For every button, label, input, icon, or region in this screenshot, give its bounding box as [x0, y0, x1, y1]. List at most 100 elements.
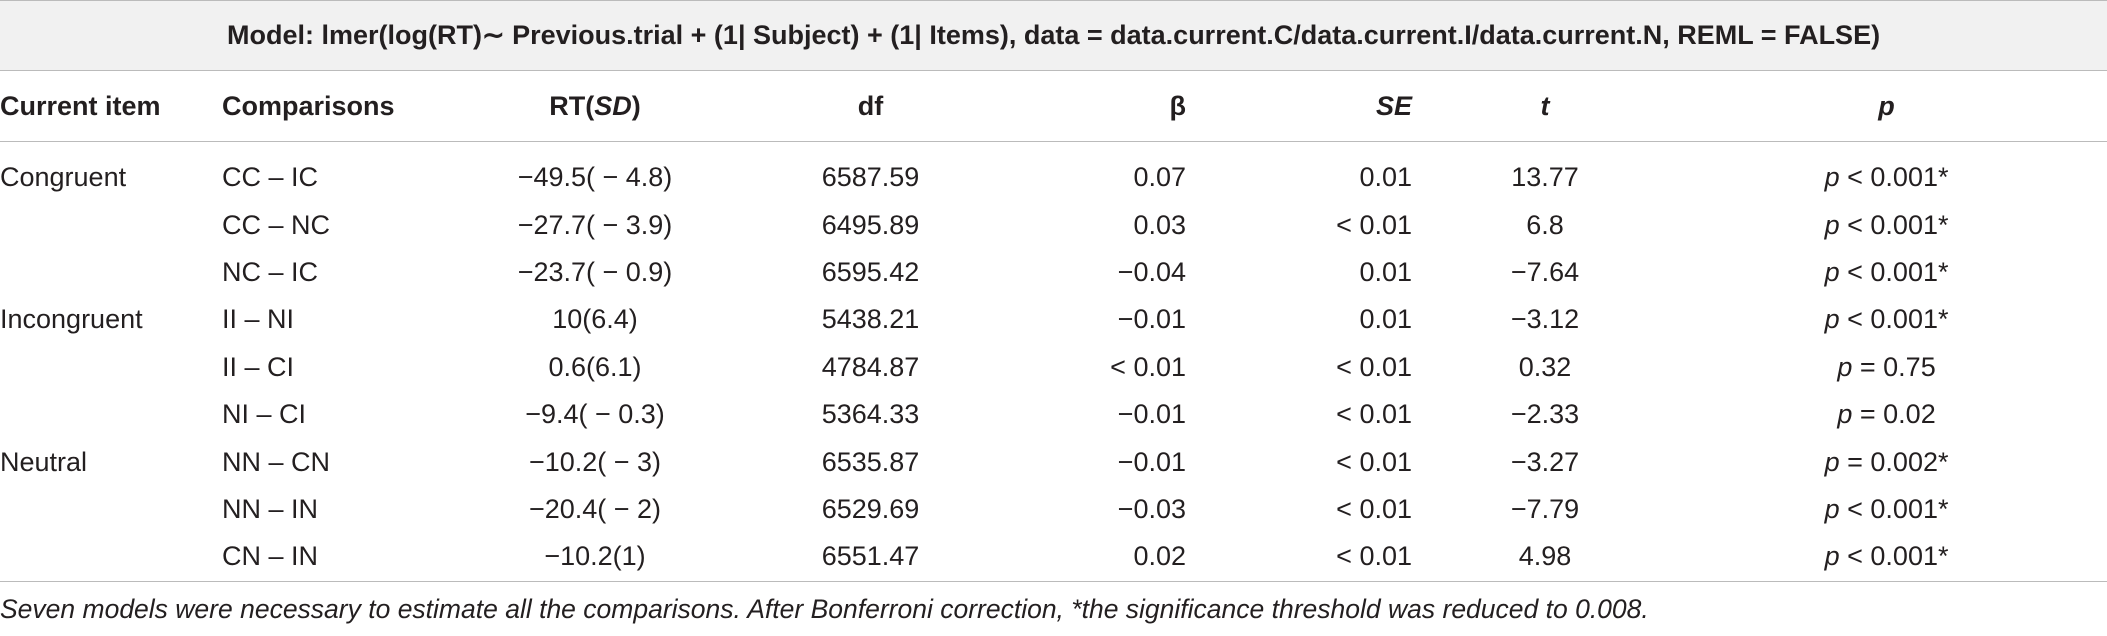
header-cell: RT(SD)	[484, 70, 706, 142]
p-value: < 0.001*	[1847, 304, 1949, 335]
table-cell: −7.79	[1510, 493, 1580, 524]
table-cell: 0.6(6.1)	[548, 351, 642, 382]
header-cell: Comparisons	[222, 70, 484, 142]
table-cell: 0.03	[1133, 209, 1186, 240]
table-cell: 0.01	[1359, 162, 1412, 193]
header-text: )	[631, 90, 641, 121]
table-row: II – CI 0.6(6.1) 4784.87 < 0.01 < 0.01 0.32 p …	[0, 344, 2107, 391]
table-cell: 6495.89	[821, 209, 920, 240]
table-cell: −0.01	[1117, 446, 1186, 477]
table-cell: −0.01	[1117, 399, 1186, 430]
table-cell: < 0.01	[1336, 493, 1412, 524]
table-cell: 6.8	[1526, 209, 1564, 240]
table-cell: −27.7( − 3.9)	[517, 209, 673, 240]
table-cell: p = 0.75	[1666, 344, 2107, 391]
table-cell: 6529.69	[821, 493, 920, 524]
p-symbol: p	[1824, 304, 1840, 335]
table-cell: 5438.21	[821, 304, 920, 335]
table-cell: −20.4( − 2)	[528, 493, 662, 524]
table-cell: NI – CI	[222, 399, 307, 430]
p-symbol: p	[1824, 541, 1840, 572]
results-table: Model: lmer(log(RT)∼ Previous.trial + (1…	[0, 0, 2107, 582]
table-cell: 0.01	[1359, 256, 1412, 287]
p-value: = 0.002*	[1847, 446, 1949, 477]
table-cell: 4.98	[1424, 533, 1666, 582]
table-cell: −3.27	[1510, 446, 1580, 477]
header-cell: p	[1666, 70, 2107, 142]
table-cell: 6595.42	[821, 256, 920, 287]
table-cell: CN – IN	[222, 533, 484, 582]
table-cell: −0.04	[1117, 256, 1186, 287]
table-cell: p < 0.001*	[1666, 249, 2107, 296]
p-symbol: p	[1824, 209, 1840, 240]
table-cell: < 0.01	[1110, 351, 1186, 382]
p-symbol: p	[1824, 446, 1840, 477]
table-row: Neutral NN – CN −10.2( − 3) 6535.87 −0.01 < 0…	[0, 438, 2107, 485]
header-cell: t	[1424, 70, 1666, 142]
p-symbol: p	[1824, 493, 1840, 524]
table-row: NC – IC −23.7( − 0.9) 6595.42 −0.04 0.01 −7.6…	[0, 249, 2107, 296]
table-cell: < 0.01	[1336, 446, 1412, 477]
table-cell: p < 0.001*	[1666, 201, 2107, 248]
table-cell	[0, 344, 222, 391]
table-title: Model: lmer(log(RT)∼ Previous.trial + (1…	[0, 0, 2107, 71]
header-cell: Current item	[0, 70, 222, 142]
table-cell: 6535.87	[821, 446, 920, 477]
table-row: CN – IN −10.2(1) 6551.47 0.02 < 0.01 4.98 p < …	[0, 533, 2107, 582]
table-cell: 10(6.4)	[552, 304, 638, 335]
table-cell: −49.5( − 4.8)	[517, 162, 673, 193]
p-value: < 0.001*	[1847, 493, 1949, 524]
title-row: Model: lmer(log(RT)∼ Previous.trial + (1…	[0, 0, 2107, 71]
table-cell	[0, 533, 222, 582]
table-cell: < 0.01	[1336, 209, 1412, 240]
table-cell	[0, 391, 222, 438]
table-cell: −10.2(1)	[484, 533, 706, 582]
p-symbol: p	[1824, 256, 1840, 287]
p-value: < 0.001*	[1847, 209, 1949, 240]
table-cell: −0.03	[1117, 493, 1186, 524]
table-row: CC – NC −27.7( − 3.9) 6495.89 0.03 < 0.01 6.8…	[0, 201, 2107, 248]
header-text: SD	[594, 90, 632, 121]
table-cell: < 0.01	[1336, 399, 1412, 430]
table-cell: 6551.47	[706, 533, 1035, 582]
table-cell: 4784.87	[821, 351, 920, 382]
table-cell: CC – IC	[222, 162, 319, 193]
header-text: RT(	[549, 90, 595, 121]
table-cell: −23.7( − 0.9)	[517, 256, 673, 287]
table-row: Congruent CC – IC −49.5( − 4.8) 6587.59 0.07…	[0, 142, 2107, 202]
table-cell: NN – IN	[222, 493, 319, 524]
table-cell: p < 0.001*	[1666, 486, 2107, 533]
header-cell: SE	[1196, 70, 1424, 142]
table-cell: 0.02	[1035, 533, 1196, 582]
p-symbol: p	[1837, 351, 1853, 382]
table-cell: < 0.01	[1336, 351, 1412, 382]
table-cell: NC – IC	[222, 256, 319, 287]
header-cell: β	[1035, 70, 1196, 142]
table-cell: p < 0.001*	[1666, 142, 2107, 202]
table-cell: p = 0.002*	[1666, 438, 2107, 485]
p-value: < 0.001*	[1847, 541, 1949, 572]
table-cell: CC – NC	[222, 209, 331, 240]
table-cell	[0, 249, 222, 296]
header-cell: df	[706, 70, 1035, 142]
table-cell: Neutral	[0, 446, 88, 477]
table-cell: −3.12	[1510, 304, 1580, 335]
table-cell: 5364.33	[821, 399, 920, 430]
table-cell: p < 0.001*	[1666, 296, 2107, 343]
table-cell: p < 0.001*	[1666, 533, 2107, 582]
p-value: < 0.001*	[1847, 256, 1949, 287]
table-cell: Incongruent	[0, 304, 143, 335]
table-cell	[0, 486, 222, 533]
table-cell: < 0.01	[1196, 533, 1424, 582]
table-cell: 0.01	[1359, 304, 1412, 335]
p-value: = 0.75	[1859, 351, 1936, 382]
header-row: Current item Comparisons RT(SD) df β SE …	[0, 70, 2107, 142]
table-cell: NN – CN	[222, 446, 331, 477]
table-cell: II – CI	[222, 351, 295, 382]
table-cell	[0, 201, 222, 248]
table-cell: −7.64	[1510, 256, 1580, 287]
table-cell: p = 0.02	[1666, 391, 2107, 438]
table-row: Incongruent II – NI 10(6.4) 5438.21 −0.01 0.0…	[0, 296, 2107, 343]
footnote: Seven models were necessary to estimate …	[0, 593, 1649, 624]
